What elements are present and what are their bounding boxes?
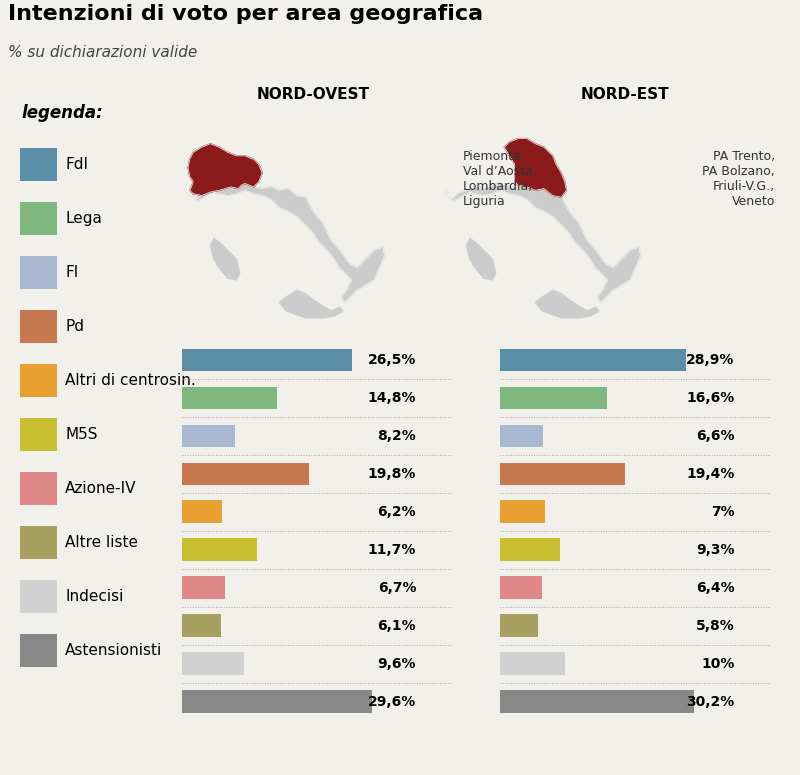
Bar bbox=[20, 526, 57, 560]
Bar bbox=[20, 634, 57, 667]
Text: 11,7%: 11,7% bbox=[368, 542, 416, 557]
Text: NORD-OVEST: NORD-OVEST bbox=[257, 88, 370, 102]
Text: 8,2%: 8,2% bbox=[378, 429, 416, 443]
Polygon shape bbox=[466, 239, 496, 280]
Bar bbox=[182, 425, 235, 447]
Bar bbox=[182, 501, 222, 523]
Text: 7%: 7% bbox=[711, 505, 734, 519]
Text: Pd: Pd bbox=[65, 319, 84, 334]
Text: 29,6%: 29,6% bbox=[368, 694, 416, 709]
Bar bbox=[20, 257, 57, 289]
Text: 30,2%: 30,2% bbox=[686, 694, 734, 709]
Bar bbox=[182, 387, 278, 409]
Text: PA Trento,
PA Bolzano,
Friuli-V.G.,
Veneto: PA Trento, PA Bolzano, Friuli-V.G., Vene… bbox=[702, 150, 775, 208]
Polygon shape bbox=[535, 290, 599, 318]
Text: 26,5%: 26,5% bbox=[368, 353, 416, 367]
Bar bbox=[501, 577, 542, 599]
Bar bbox=[182, 615, 222, 637]
Bar bbox=[501, 463, 625, 485]
Bar bbox=[182, 691, 372, 713]
Bar bbox=[501, 501, 546, 523]
Text: 9,3%: 9,3% bbox=[696, 542, 734, 557]
Bar bbox=[501, 653, 565, 675]
Bar bbox=[501, 425, 543, 447]
Bar bbox=[501, 349, 686, 371]
Bar bbox=[20, 202, 57, 236]
Text: Azione-IV: Azione-IV bbox=[65, 481, 137, 496]
Bar bbox=[501, 387, 607, 409]
Bar bbox=[182, 349, 352, 371]
Text: Altri di centrosin.: Altri di centrosin. bbox=[65, 374, 196, 388]
Text: 10%: 10% bbox=[701, 656, 734, 671]
Polygon shape bbox=[190, 184, 385, 302]
Text: M5S: M5S bbox=[65, 427, 98, 443]
Polygon shape bbox=[210, 239, 240, 280]
Bar bbox=[20, 580, 57, 613]
Bar bbox=[182, 463, 310, 485]
Bar bbox=[20, 364, 57, 398]
Text: 19,8%: 19,8% bbox=[368, 467, 416, 481]
Text: Intenzioni di voto per area geografica: Intenzioni di voto per area geografica bbox=[8, 4, 483, 24]
Bar bbox=[20, 310, 57, 343]
Text: 6,1%: 6,1% bbox=[378, 618, 416, 633]
Polygon shape bbox=[504, 139, 566, 197]
Text: Lega: Lega bbox=[65, 212, 102, 226]
Bar bbox=[20, 472, 57, 505]
Bar bbox=[501, 691, 694, 713]
Text: 28,9%: 28,9% bbox=[686, 353, 734, 367]
Text: Indecisi: Indecisi bbox=[65, 589, 123, 604]
Polygon shape bbox=[446, 184, 641, 302]
Text: FdI: FdI bbox=[65, 157, 88, 172]
Text: NORD-EST: NORD-EST bbox=[581, 88, 670, 102]
Text: Altre liste: Altre liste bbox=[65, 536, 138, 550]
Bar bbox=[20, 148, 57, 181]
Text: 14,8%: 14,8% bbox=[368, 391, 416, 405]
Bar bbox=[182, 653, 244, 675]
Text: 6,7%: 6,7% bbox=[378, 580, 416, 595]
Text: FI: FI bbox=[65, 265, 78, 281]
Bar bbox=[501, 615, 538, 637]
Text: 19,4%: 19,4% bbox=[686, 467, 734, 481]
Text: 6,4%: 6,4% bbox=[696, 580, 734, 595]
Bar bbox=[20, 418, 57, 451]
Text: 9,6%: 9,6% bbox=[378, 656, 416, 671]
Bar bbox=[182, 539, 258, 561]
Text: % su dichiarazioni valide: % su dichiarazioni valide bbox=[8, 45, 198, 60]
Text: 5,8%: 5,8% bbox=[696, 618, 734, 633]
Polygon shape bbox=[279, 290, 343, 318]
Text: legenda:: legenda: bbox=[22, 105, 103, 122]
Text: 6,2%: 6,2% bbox=[378, 505, 416, 519]
Bar bbox=[182, 577, 226, 599]
Bar bbox=[501, 539, 560, 561]
Polygon shape bbox=[188, 144, 262, 195]
Text: 16,6%: 16,6% bbox=[686, 391, 734, 405]
Text: Astensionisti: Astensionisti bbox=[65, 643, 162, 658]
Text: Piemonte,
Val d’Aosta,
Lombardia,
Liguria: Piemonte, Val d’Aosta, Lombardia, Liguri… bbox=[463, 150, 537, 208]
Text: 6,6%: 6,6% bbox=[696, 429, 734, 443]
